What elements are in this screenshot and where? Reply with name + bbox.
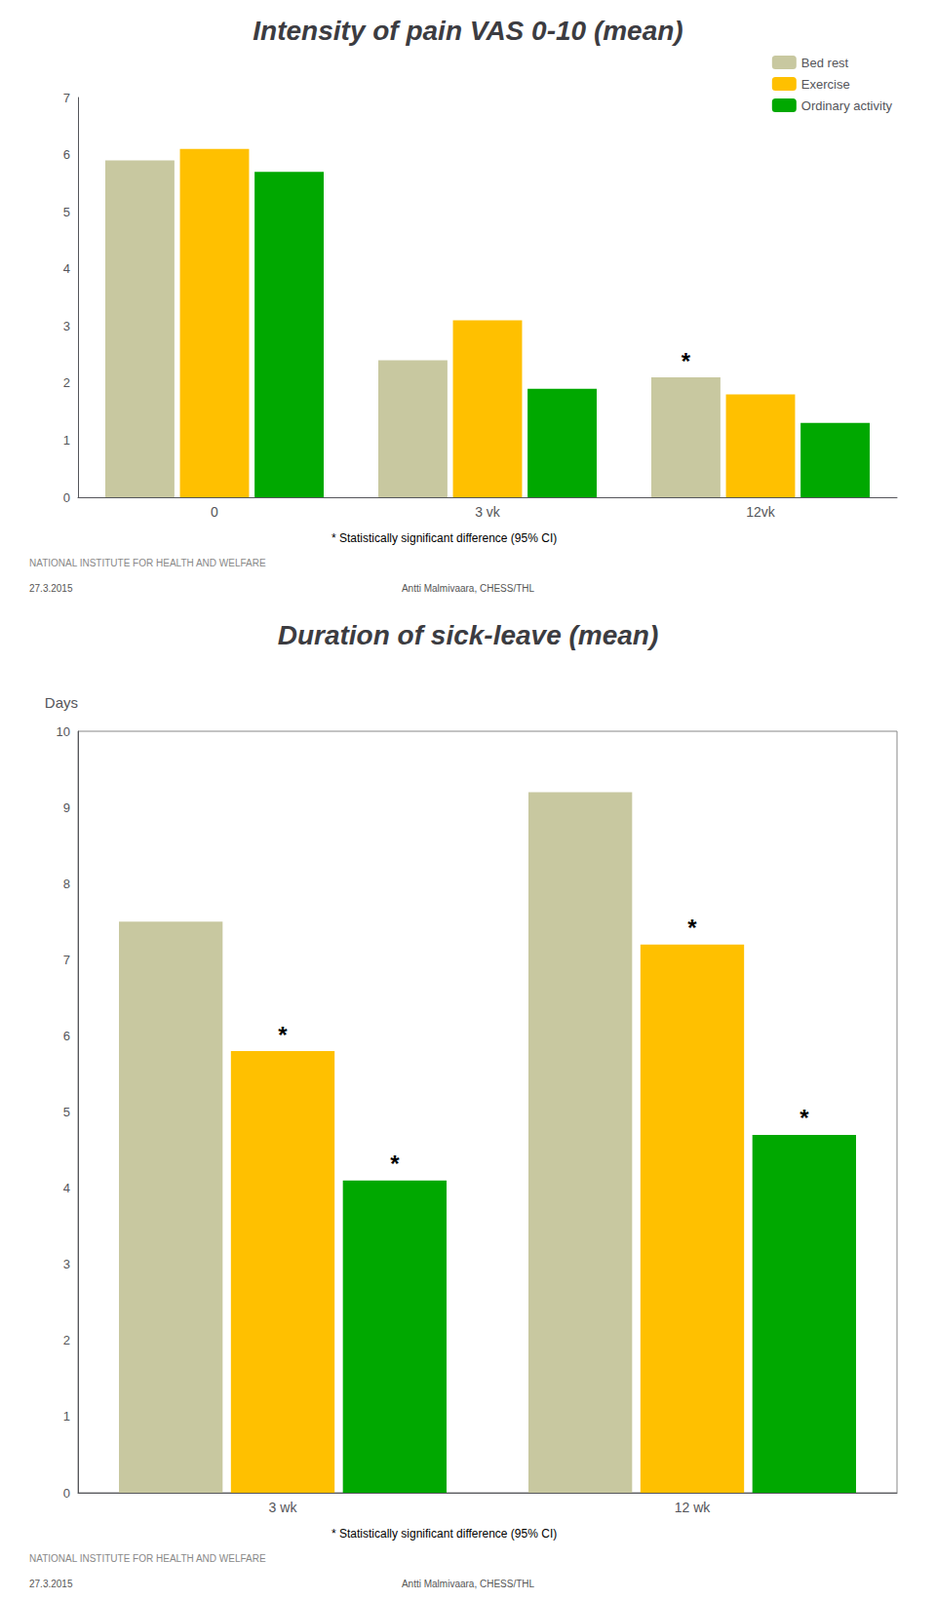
svg-text:4: 4 bbox=[63, 261, 71, 276]
svg-text:Exercise: Exercise bbox=[801, 77, 851, 92]
svg-text:27.3.2015: 27.3.2015 bbox=[29, 1578, 74, 1590]
svg-text:0: 0 bbox=[210, 504, 219, 520]
svg-text:*: * bbox=[687, 914, 698, 941]
svg-text:Duration of sick-leave (mean): Duration of sick-leave (mean) bbox=[277, 620, 660, 651]
svg-text:Intensity of pain VAS 0-10 (me: Intensity of pain VAS 0-10 (mean) bbox=[252, 15, 683, 46]
svg-text:Days: Days bbox=[44, 694, 78, 711]
svg-text:Ordinary activity: Ordinary activity bbox=[801, 98, 894, 114]
svg-text:Antti Malmivaara, CHESS/THL: Antti Malmivaara, CHESS/THL bbox=[401, 1578, 536, 1590]
svg-text:1: 1 bbox=[63, 432, 71, 448]
svg-text:NATIONAL INSTITUTE FOR HEALTH: NATIONAL INSTITUTE FOR HEALTH AND WELFAR… bbox=[29, 557, 267, 569]
svg-text:7: 7 bbox=[63, 952, 71, 968]
svg-text:4: 4 bbox=[63, 1180, 71, 1196]
svg-text:27.3.2015: 27.3.2015 bbox=[29, 583, 74, 594]
svg-text:7: 7 bbox=[63, 90, 71, 106]
svg-text:3: 3 bbox=[63, 1256, 71, 1272]
svg-text:* Statistically significant di: * Statistically significant difference (… bbox=[331, 531, 557, 546]
svg-text:0: 0 bbox=[63, 1485, 71, 1501]
svg-text:8: 8 bbox=[63, 876, 71, 892]
svg-text:1: 1 bbox=[63, 1408, 71, 1424]
svg-text:3 wk: 3 wk bbox=[269, 1499, 299, 1516]
svg-text:12 wk: 12 wk bbox=[674, 1499, 712, 1516]
svg-text:*: * bbox=[390, 1150, 400, 1177]
svg-text:3 vk: 3 vk bbox=[474, 504, 502, 520]
svg-text:12vk: 12vk bbox=[745, 504, 777, 520]
svg-text:2: 2 bbox=[63, 375, 71, 390]
svg-text:*: * bbox=[681, 348, 692, 375]
svg-text:3: 3 bbox=[63, 318, 71, 334]
svg-text:5: 5 bbox=[63, 204, 71, 220]
svg-text:9: 9 bbox=[63, 800, 71, 816]
svg-text:6: 6 bbox=[63, 1028, 71, 1044]
svg-text:NATIONAL INSTITUTE FOR HEALTH: NATIONAL INSTITUTE FOR HEALTH AND WELFAR… bbox=[29, 1553, 267, 1564]
svg-text:10: 10 bbox=[56, 724, 71, 740]
svg-text:Bed rest: Bed rest bbox=[801, 55, 850, 71]
svg-text:*: * bbox=[799, 1104, 810, 1131]
svg-text:6: 6 bbox=[63, 147, 71, 162]
svg-text:* Statistically significant di: * Statistically significant difference (… bbox=[331, 1526, 557, 1541]
svg-text:5: 5 bbox=[63, 1104, 71, 1120]
svg-text:Antti Malmivaara, CHESS/THL: Antti Malmivaara, CHESS/THL bbox=[401, 583, 536, 594]
svg-text:2: 2 bbox=[63, 1332, 71, 1348]
svg-text:*: * bbox=[277, 1021, 288, 1049]
svg-text:0: 0 bbox=[63, 490, 71, 506]
